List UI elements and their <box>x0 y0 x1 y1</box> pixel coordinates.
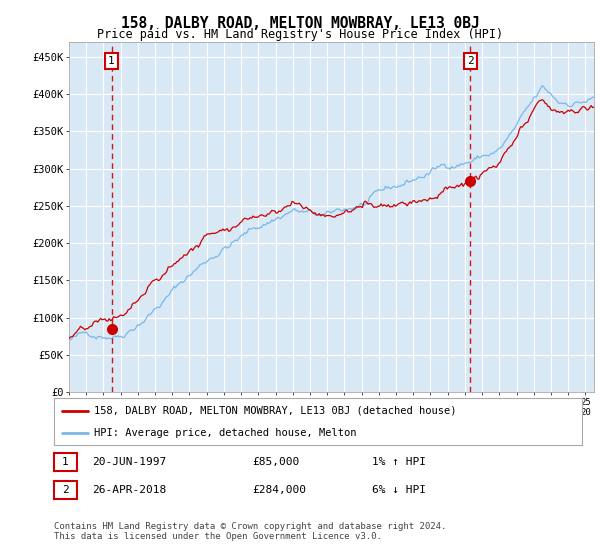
Text: 158, DALBY ROAD, MELTON MOWBRAY, LE13 0BJ: 158, DALBY ROAD, MELTON MOWBRAY, LE13 0B… <box>121 16 479 31</box>
Text: 2: 2 <box>62 485 69 495</box>
Text: 2: 2 <box>467 56 474 66</box>
Text: 158, DALBY ROAD, MELTON MOWBRAY, LE13 0BJ (detached house): 158, DALBY ROAD, MELTON MOWBRAY, LE13 0B… <box>94 406 456 416</box>
Text: 1: 1 <box>108 56 115 66</box>
Text: £284,000: £284,000 <box>252 485 306 495</box>
Text: 26-APR-2018: 26-APR-2018 <box>92 485 166 495</box>
Text: 20-JUN-1997: 20-JUN-1997 <box>92 457 166 467</box>
Text: 6% ↓ HPI: 6% ↓ HPI <box>372 485 426 495</box>
Text: £85,000: £85,000 <box>252 457 299 467</box>
Text: 1% ↑ HPI: 1% ↑ HPI <box>372 457 426 467</box>
Text: HPI: Average price, detached house, Melton: HPI: Average price, detached house, Melt… <box>94 428 356 438</box>
Text: 1: 1 <box>62 457 69 467</box>
Text: Price paid vs. HM Land Registry's House Price Index (HPI): Price paid vs. HM Land Registry's House … <box>97 28 503 41</box>
Text: Contains HM Land Registry data © Crown copyright and database right 2024.
This d: Contains HM Land Registry data © Crown c… <box>54 522 446 542</box>
